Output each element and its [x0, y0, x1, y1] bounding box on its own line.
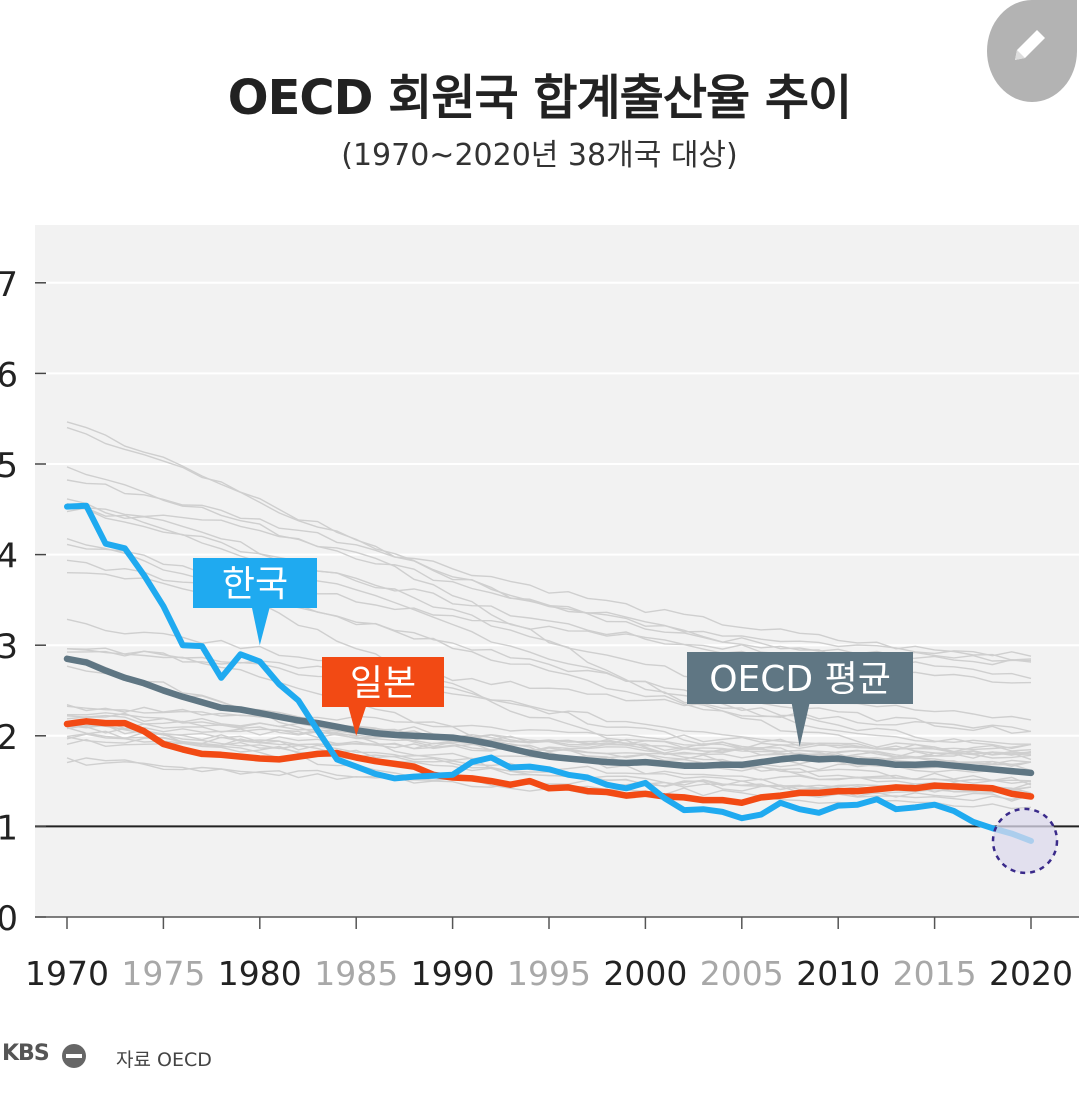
x-tick-label: 1970 — [25, 954, 109, 993]
kbs-logo-icon — [62, 1044, 86, 1068]
highlight-layer — [991, 807, 1059, 875]
background-country-line — [66, 705, 1032, 756]
background-country-line — [66, 498, 1032, 721]
x-tick-label: 2005 — [700, 954, 784, 993]
series-label-1: 일본 — [350, 663, 416, 704]
background-country-line — [66, 712, 1032, 765]
y-tick-label: 3 — [0, 627, 18, 667]
x-tick-label: 1975 — [121, 954, 205, 993]
callout-pointer-2 — [791, 703, 810, 747]
background-country-line — [66, 736, 1032, 758]
background-country-line — [66, 757, 1032, 790]
x-tick-label: 1990 — [411, 954, 495, 993]
background-country-line — [66, 506, 1032, 745]
series-label-2: OECD 평균 — [709, 659, 891, 700]
y-tick-label: 5 — [0, 446, 18, 486]
background-country-line — [66, 479, 1032, 661]
kbs-logo: KBS — [2, 1041, 50, 1066]
chart-subtitle: (1970~2020년 38개국 대상) — [341, 138, 738, 173]
background-country-line — [66, 421, 1032, 657]
axis-layer: 0 1 2 3 4 5 6 7 1970 1975 1980 1985 1990 1995 2000 2005… — [0, 265, 1079, 993]
series-layer — [35, 502, 1079, 844]
background-country-line — [66, 714, 1032, 785]
series-label-0: 한국 — [222, 564, 288, 605]
callout-box-0 — [193, 558, 317, 608]
callout-pointer-1 — [348, 706, 367, 736]
callout-box-1 — [322, 657, 444, 707]
plot-background — [35, 225, 1079, 917]
chart-title: OECD 회원국 합계출산율 추이 — [227, 70, 852, 126]
y-tick-label: 0 — [0, 899, 18, 939]
y-tick-label: 1 — [0, 808, 18, 848]
series-line-2 — [63, 655, 1035, 777]
x-tick-label: 1995 — [507, 954, 591, 993]
y-tick-label: 2 — [0, 718, 18, 758]
background-country-line — [66, 723, 1032, 802]
source-note: 자료 OECD — [116, 1049, 212, 1071]
pencil-icon — [1015, 30, 1045, 60]
x-tick-label: 2000 — [603, 954, 687, 993]
x-tick-label: 2010 — [796, 954, 880, 993]
x-tick-label: 1985 — [314, 954, 398, 993]
background-country-line — [66, 618, 1032, 733]
callout-pointer-0 — [251, 607, 270, 646]
background-country-line — [66, 724, 1032, 753]
background-country-line — [66, 507, 1032, 756]
y-tick-label: 7 — [0, 265, 18, 305]
highlight-circle — [991, 807, 1059, 875]
y-tick-label: 4 — [0, 537, 18, 577]
x-tick-label: 2020 — [989, 954, 1073, 993]
edit-button[interactable] — [987, 0, 1077, 102]
y-tick-label: 6 — [0, 355, 18, 395]
callout-box-2 — [687, 652, 913, 704]
series-line-0 — [64, 502, 1034, 844]
x-tick-label: 1980 — [218, 954, 302, 993]
x-tick-label: 2015 — [893, 954, 977, 993]
series-line-1 — [63, 718, 1035, 807]
